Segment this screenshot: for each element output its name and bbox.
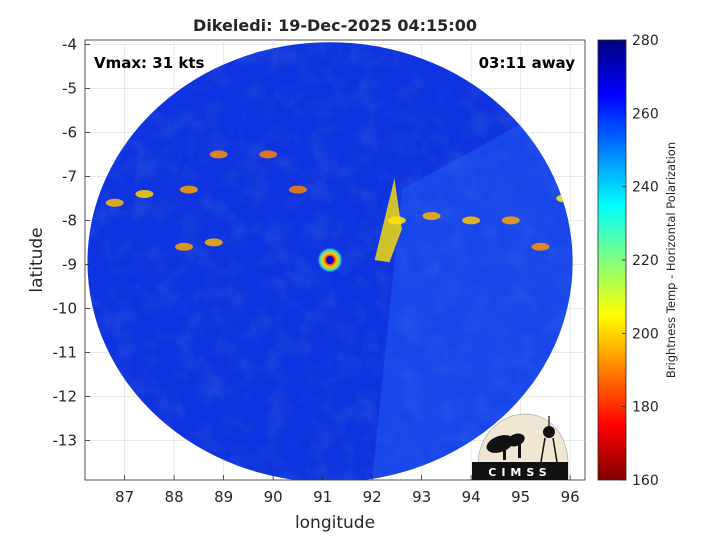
x-tick-label: 93: [412, 488, 431, 506]
x-tick-label: 91: [313, 488, 332, 506]
x-tick-label: 90: [264, 488, 283, 506]
cloud-band-point: [175, 242, 194, 251]
logo-text: CIMSS: [488, 466, 551, 479]
colorbar-ticks: 280 260 240 220 200 180 160: [622, 33, 659, 489]
colorbar: [597, 39, 627, 481]
y-tick-label: -12: [53, 387, 78, 405]
colorbar-tick-label: 240: [632, 180, 659, 196]
y-tick-label: -9: [62, 255, 77, 273]
time-away-annotation: 03:11 away: [479, 54, 576, 72]
colorbar-tick-label: 280: [632, 33, 659, 49]
x-tick-label: 92: [363, 488, 382, 506]
y-tick-label: -8: [62, 211, 77, 229]
cloud-band-point: [259, 150, 278, 159]
cloud-band-point: [204, 238, 223, 247]
colorbar-label: Brightness Temp - Horizontal Polarizatio…: [664, 142, 678, 378]
convective-wedge: [374, 178, 402, 263]
y-tick-label: -13: [53, 431, 78, 449]
swath-layer: [87, 42, 573, 480]
cloud-band-point: [209, 150, 228, 159]
cloud-band-point: [501, 216, 520, 225]
cloud-band-point: [288, 185, 307, 194]
colorbar-tick-label: 180: [632, 400, 659, 416]
cold-core-point: [326, 256, 335, 264]
x-axis-label: longitude: [295, 513, 375, 533]
colorbar-tick-label: 200: [632, 326, 659, 342]
x-tick-label: 94: [462, 488, 481, 506]
cloud-band-point: [179, 185, 198, 194]
colorbar-tick-label: 260: [632, 106, 659, 122]
cloud-band-point: [531, 242, 550, 251]
x-axis: 87 88 89 90 91 92 93 94 95 96: [115, 475, 580, 506]
x-tick-label: 88: [165, 488, 184, 506]
y-tick-label: -10: [53, 299, 78, 317]
cloud-band-point: [105, 198, 124, 207]
y-tick-label: -7: [62, 167, 77, 185]
swath-texture: [87, 42, 573, 480]
y-tick-label: -11: [53, 343, 78, 361]
vmax-annotation: Vmax: 31 kts: [94, 54, 204, 72]
cimss-logo: CIMSS: [472, 413, 569, 481]
x-tick-label: 87: [115, 488, 134, 506]
y-axis: -4 -5 -6 -7 -8 -9 -10 -11 -12 -13: [53, 35, 90, 449]
cloud-band-point: [462, 216, 481, 225]
x-tick-label: 95: [511, 488, 530, 506]
colorbar-tick-label: 220: [632, 253, 659, 269]
x-tick-label: 89: [214, 488, 233, 506]
y-tick-label: -4: [62, 35, 77, 53]
colorbar-tick-label: 160: [632, 473, 659, 489]
cloud-band-point: [422, 212, 441, 220]
chart-title: Dikeledi: 19-Dec-2025 04:15:00: [193, 16, 477, 35]
y-axis-label: latitude: [27, 227, 47, 292]
y-tick-label: -5: [62, 79, 77, 97]
scan-sector: [372, 88, 573, 480]
y-tick-label: -6: [62, 123, 77, 141]
x-tick-label: 96: [561, 488, 580, 506]
cloud-band-point: [135, 190, 154, 198]
